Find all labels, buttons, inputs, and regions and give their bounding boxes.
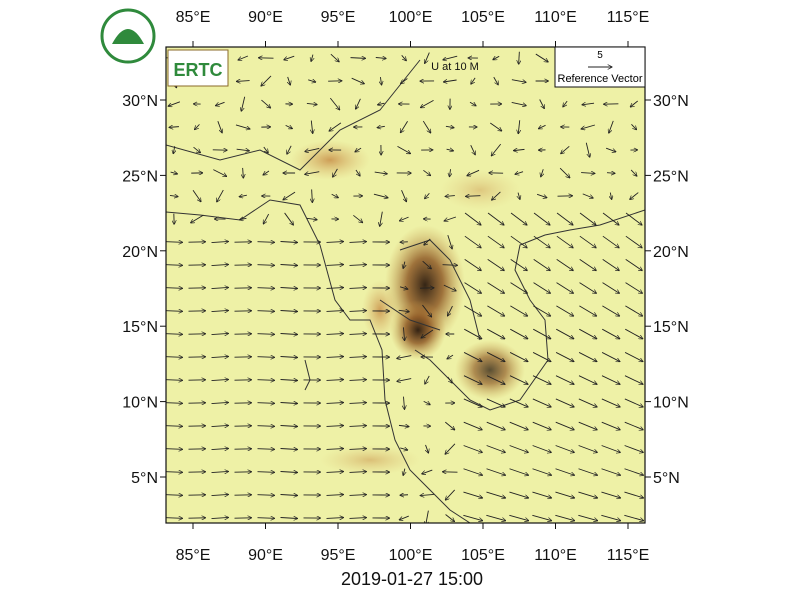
lon-label: 110°E — [534, 9, 577, 26]
lon-label: 85°E — [176, 9, 211, 26]
wind-arrow — [607, 173, 615, 174]
lon-label: 100°E — [389, 9, 433, 26]
lat-label: 25°N — [122, 168, 158, 185]
lon-label: 95°E — [321, 9, 356, 26]
lon-label: 115°E — [607, 9, 650, 26]
smoke-plume — [390, 300, 446, 360]
lat-label: 20°N — [653, 244, 689, 261]
lat-label: 15°N — [653, 319, 689, 336]
lon-label: 110°E — [534, 547, 577, 564]
annotation: U at 10 M — [431, 61, 479, 73]
timestamp: 2019-01-27 15:00 — [341, 569, 483, 589]
lat-label: 10°N — [122, 395, 158, 412]
smoke-plume — [455, 340, 525, 400]
lon-label: 100°E — [389, 547, 433, 564]
lat-label: 25°N — [653, 168, 689, 185]
reference-vector: 5 Reference Vector — [555, 47, 645, 87]
haze — [290, 140, 370, 180]
logo-text: ERTC — [174, 60, 223, 80]
haze — [362, 280, 398, 340]
lat-label: 20°N — [122, 244, 158, 261]
reference-magnitude: 5 — [597, 50, 603, 61]
wind-arrow — [443, 265, 458, 266]
lat-label: 15°N — [122, 319, 158, 336]
lon-label: 105°E — [461, 547, 505, 564]
lon-label: 115°E — [607, 547, 650, 564]
lat-label: 5°N — [653, 470, 680, 487]
lon-label: 95°E — [321, 547, 356, 564]
lat-label: 5°N — [131, 470, 158, 487]
lon-label: 105°E — [461, 9, 505, 26]
reference-label: Reference Vector — [558, 73, 643, 85]
lon-label: 85°E — [176, 547, 211, 564]
lat-label: 10°N — [653, 395, 689, 412]
logo-badge: ERTC — [168, 50, 228, 86]
lon-label: 90°E — [248, 547, 283, 564]
logo — [102, 10, 154, 62]
lat-label: 30°N — [122, 93, 158, 110]
map-area — [166, 47, 645, 525]
lon-label: 90°E — [248, 9, 283, 26]
lat-label: 30°N — [653, 93, 689, 110]
haze — [440, 170, 520, 210]
